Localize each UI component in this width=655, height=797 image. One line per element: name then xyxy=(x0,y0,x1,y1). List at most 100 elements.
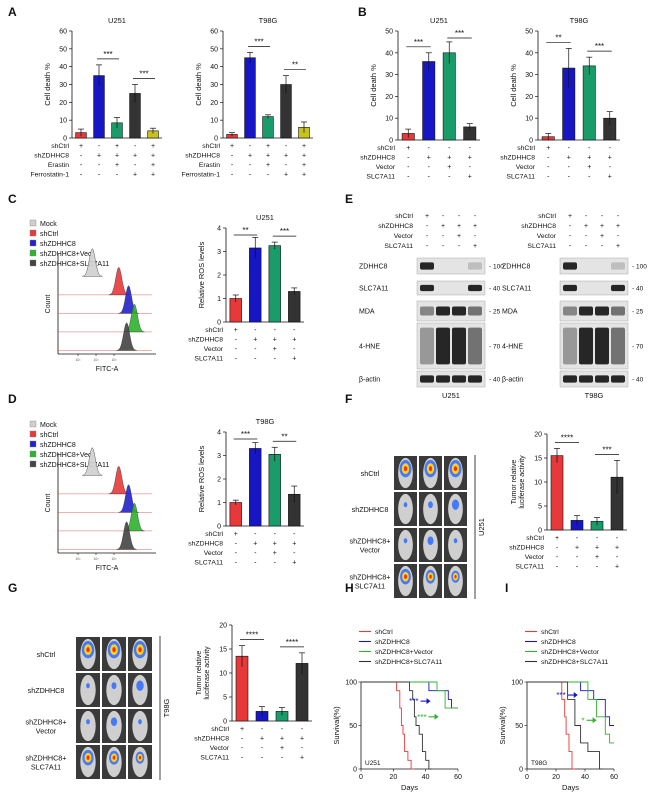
signal-peak xyxy=(112,755,116,760)
condition-sign: + xyxy=(284,153,288,160)
condition-sign: + xyxy=(608,155,612,162)
condition-sign: + xyxy=(302,172,306,179)
condition-sign: - xyxy=(568,145,571,152)
signal-peak xyxy=(454,574,457,579)
survival-curve xyxy=(361,681,458,709)
signal-peak xyxy=(428,466,433,472)
mouse-body xyxy=(398,529,413,561)
legend-label: shZDHHC8 xyxy=(40,442,76,449)
condition-sign: + xyxy=(253,337,257,344)
condition-sign: + xyxy=(248,153,252,160)
condition-label: SLC7A11 xyxy=(515,564,544,571)
blot-background xyxy=(416,257,486,275)
blot-background xyxy=(559,370,629,388)
condition-sign: + xyxy=(292,541,296,548)
mouse-body xyxy=(423,529,438,561)
x-axis-label: FITC-A xyxy=(96,366,119,373)
flow-panel-D: Mock shCtrl shZDHHC8 shZDHHC8+Vec shZDHHC8+S… xyxy=(29,420,156,572)
condition-label: shCtrl xyxy=(526,535,544,542)
condition-sign: - xyxy=(556,564,559,571)
blot-band xyxy=(468,327,482,365)
condition-sign: - xyxy=(616,554,619,561)
group-label: shCtrl xyxy=(361,469,380,478)
condition-sign: - xyxy=(556,554,559,561)
significance-label: *** xyxy=(556,691,565,700)
condition-label: SLC7A11 xyxy=(366,174,395,181)
signal-peak xyxy=(404,574,407,579)
bar xyxy=(582,65,596,141)
header-sign: - xyxy=(474,233,477,240)
y-tick-label: 1 xyxy=(217,296,221,303)
condition-sign: - xyxy=(274,356,277,363)
y-tick-label: 0 xyxy=(519,767,523,774)
condition-sign: + xyxy=(300,736,304,743)
y-tick-label: 2 xyxy=(217,477,221,484)
condition-sign: + xyxy=(266,153,270,160)
condition-sign: + xyxy=(273,337,277,344)
legend-label: Mock xyxy=(40,221,57,228)
blot-background xyxy=(559,300,629,322)
y-axis-label: Cell death % xyxy=(509,64,518,107)
y-axis-label: luciferase activity xyxy=(204,646,211,700)
condition-sign: + xyxy=(115,162,119,169)
condition-sign: - xyxy=(98,172,101,179)
condition-sign: - xyxy=(98,143,101,150)
signal-peak xyxy=(453,466,458,472)
y-tick-label: 50 xyxy=(349,723,357,730)
header-sign: + xyxy=(584,223,588,230)
bar xyxy=(268,245,281,323)
x-axis-label: Days xyxy=(401,783,418,792)
header-sign: + xyxy=(616,223,620,230)
y-tick-label: 5 xyxy=(538,504,542,511)
group-label: Vector xyxy=(360,546,381,555)
group-label: shCtrl xyxy=(37,650,56,659)
condition-sign: + xyxy=(587,155,591,162)
condition-sign: + xyxy=(273,346,277,353)
condition-sign: - xyxy=(576,554,579,561)
legend-swatch xyxy=(29,440,37,448)
condition-label: Vector xyxy=(516,164,536,171)
header-sign: - xyxy=(601,213,604,220)
survival-curve xyxy=(527,681,575,770)
condition-sign: - xyxy=(241,736,244,743)
condition-sign: - xyxy=(428,174,431,181)
x-tick-label: 10¹ xyxy=(75,557,81,561)
legend-swatch xyxy=(29,460,37,468)
condition-label: Vector xyxy=(525,554,545,561)
condition-sign: - xyxy=(547,155,550,162)
condition-sign: + xyxy=(230,143,234,150)
header-sign: + xyxy=(568,213,572,220)
x-tick-label: 10² xyxy=(93,358,99,362)
condition-sign: + xyxy=(406,145,410,152)
signal xyxy=(403,538,408,544)
condition-sign: - xyxy=(568,174,571,181)
condition-sign: - xyxy=(274,560,277,567)
x-axis-label: Days xyxy=(562,783,579,792)
condition-sign: - xyxy=(80,172,83,179)
legend-swatch xyxy=(29,229,37,237)
y-tick-label: 20 xyxy=(534,432,542,439)
y-axis-label: Relative ROS levels xyxy=(197,241,206,308)
y-tick-label: 50 xyxy=(515,723,523,730)
condition-sign: - xyxy=(249,162,252,169)
sig-label: *** xyxy=(602,445,611,454)
condition-sign: + xyxy=(273,541,277,548)
condition-sign: + xyxy=(151,172,155,179)
condition-sign: + xyxy=(447,164,451,171)
cell-line-label: U251 xyxy=(442,391,460,400)
condition-label: SLC7A11 xyxy=(506,174,535,181)
chart-title: T98G xyxy=(570,16,589,25)
blot-band xyxy=(420,284,434,292)
condition-sign: - xyxy=(576,535,579,542)
y-tick-label: 4 xyxy=(217,430,221,437)
condition-sign: - xyxy=(576,564,579,571)
header-sign: - xyxy=(458,213,461,220)
condition-sign: - xyxy=(261,755,264,762)
condition-sign: + xyxy=(234,531,238,538)
y-axis-label: Relative ROS levels xyxy=(197,445,206,512)
header-sign: - xyxy=(426,233,429,240)
condition-label: Erastin xyxy=(199,162,220,169)
y-tick-label: 100 xyxy=(345,680,357,687)
